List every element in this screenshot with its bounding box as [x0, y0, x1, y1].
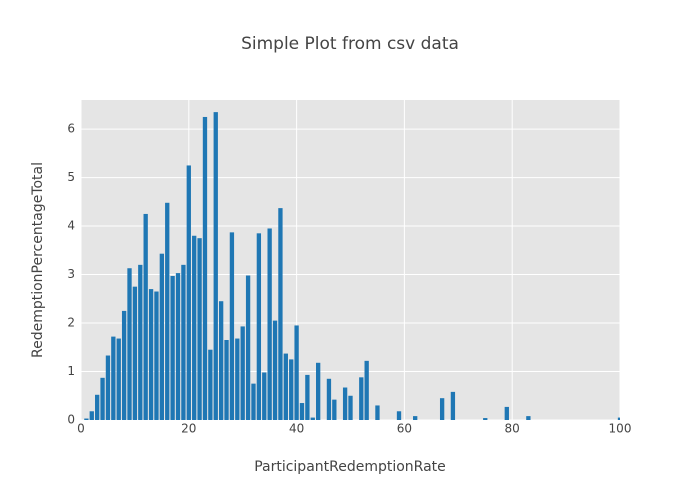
bar	[326, 378, 332, 420]
bar	[208, 349, 213, 420]
bar	[283, 353, 288, 420]
bar	[364, 360, 369, 420]
x-tick-label: 80	[505, 422, 520, 436]
bar	[332, 399, 337, 420]
bar	[450, 391, 456, 420]
bar	[256, 233, 262, 420]
bar	[305, 374, 310, 420]
bar	[192, 235, 197, 420]
bar	[116, 338, 121, 420]
bar	[359, 377, 364, 420]
x-tick-label: 40	[289, 422, 304, 436]
y-tick-label: 4	[67, 219, 75, 233]
bar	[240, 326, 245, 420]
bar	[159, 253, 165, 420]
bar	[310, 417, 315, 420]
y-tick-label: 0	[67, 413, 75, 427]
bar	[396, 411, 402, 420]
bar	[186, 165, 191, 420]
x-axis-title: ParticipantRedemptionRate	[254, 459, 446, 475]
bar	[483, 418, 488, 420]
bar	[245, 275, 251, 420]
bar	[272, 320, 278, 420]
bar	[251, 383, 256, 420]
bar	[127, 268, 132, 420]
bar	[278, 208, 283, 420]
bar	[413, 416, 418, 420]
bar	[175, 273, 181, 420]
bar	[121, 310, 127, 420]
bar	[342, 387, 348, 420]
bar	[294, 325, 299, 420]
bar	[84, 418, 89, 420]
bar	[218, 301, 224, 420]
bar	[148, 289, 154, 420]
bar	[348, 395, 353, 420]
bar	[111, 336, 116, 420]
bar	[235, 338, 240, 420]
bar	[262, 372, 267, 420]
bar	[213, 112, 218, 420]
bars	[84, 112, 620, 420]
y-tick-label: 1	[67, 364, 75, 378]
bar	[299, 403, 305, 420]
bar	[132, 286, 138, 420]
bar	[154, 291, 159, 420]
bar	[289, 359, 294, 420]
bar	[181, 264, 186, 420]
bar	[617, 417, 620, 420]
bar	[229, 232, 235, 420]
bar	[375, 405, 380, 420]
y-axis-title: RedemptionPercentageTotal	[30, 162, 46, 358]
bar	[138, 264, 143, 420]
bar	[224, 340, 229, 420]
chart-title: Simple Plot from csv data	[241, 34, 459, 54]
bar	[197, 238, 202, 420]
x-tick-label: 20	[181, 422, 196, 436]
bar	[316, 362, 321, 420]
bar	[504, 406, 509, 420]
bar	[105, 355, 111, 420]
y-tick-label: 3	[67, 267, 75, 281]
x-tick-label: 60	[397, 422, 412, 436]
y-tick-label: 6	[67, 122, 75, 136]
bar	[202, 116, 208, 420]
y-tick-label: 2	[67, 316, 75, 330]
bar	[89, 411, 94, 420]
bar	[100, 377, 105, 420]
x-tick-label: 0	[77, 422, 85, 436]
x-tick-label: 100	[609, 422, 632, 436]
bar	[170, 276, 175, 420]
bar	[526, 416, 531, 420]
bar	[143, 213, 148, 420]
bar	[439, 398, 445, 420]
bar	[267, 228, 272, 420]
y-tick-label: 5	[67, 170, 75, 184]
bar	[165, 202, 170, 420]
bar	[95, 394, 100, 420]
